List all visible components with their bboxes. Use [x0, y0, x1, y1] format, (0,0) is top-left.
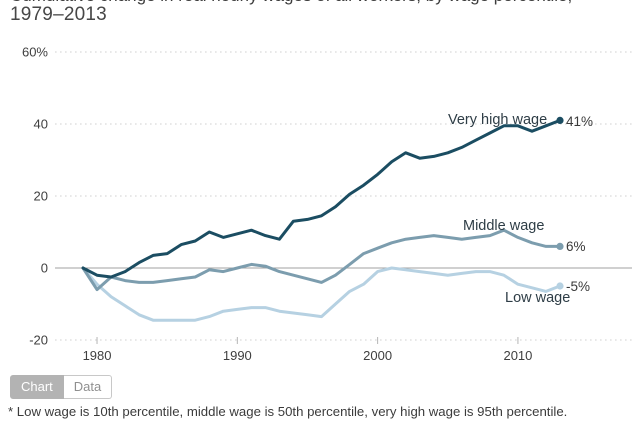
wage-line-chart: 60% 40 20 0 -20 1980 1990 2000 2010 Very high wa… [22, 45, 632, 363]
end-value-middle-wage: 6% [566, 239, 586, 254]
series-label-very-high-wage: Very high wage [448, 112, 547, 128]
line-layer [81, 116, 564, 322]
end-value-very-high-wage: 41% [566, 114, 593, 129]
chart-data-tab-switcher: Chart Data [10, 375, 113, 399]
clipped-title-line: Cumulative change in real hourly wages o… [10, 0, 634, 5]
clipped-title-text: Cumulative change in real hourly wages o… [10, 0, 634, 5]
line-middle-wage [81, 228, 562, 292]
page-title: 1979–2013 [10, 4, 107, 25]
end-dot-low-wage [556, 282, 564, 290]
end-dot-middle-wage [556, 242, 564, 250]
line-low-wage [81, 266, 562, 322]
series-label-low-wage: Low wage [505, 290, 570, 306]
y-tick-label: 40 [34, 117, 48, 132]
x-tick-label: 1990 [223, 348, 252, 363]
series-label-middle-wage: Middle wage [463, 218, 544, 234]
y-tick-label: 60% [22, 45, 48, 60]
y-tick-label: 20 [34, 189, 48, 204]
x-tick-label: 2000 [363, 348, 392, 363]
line-very-high-wage [81, 118, 562, 279]
x-tick-label: 2010 [503, 348, 532, 363]
y-tick-label: -20 [29, 333, 48, 348]
tab-data[interactable]: Data [63, 375, 113, 399]
end-dot-very-high-wage [556, 116, 564, 124]
footnote: * Low wage is 10th percentile, middle wa… [8, 404, 568, 419]
x-tick-label: 1980 [83, 348, 112, 363]
grid-layer: 60% 40 20 0 -20 1980 1990 2000 2010 [22, 45, 632, 363]
tab-chart[interactable]: Chart [10, 375, 64, 399]
end-value-low-wage: -5% [566, 279, 590, 294]
y-tick-label: 0 [41, 261, 48, 276]
